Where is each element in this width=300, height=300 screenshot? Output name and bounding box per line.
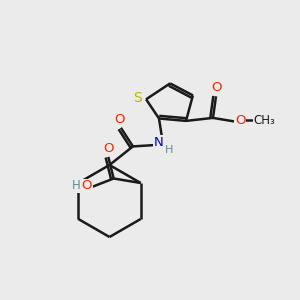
- Text: O: O: [81, 179, 92, 192]
- Text: O: O: [103, 142, 113, 155]
- Text: H: H: [165, 145, 174, 155]
- Text: O: O: [235, 114, 245, 127]
- Text: H: H: [72, 179, 81, 192]
- Text: O: O: [114, 113, 125, 126]
- Text: N: N: [154, 136, 164, 149]
- Text: CH₃: CH₃: [254, 114, 275, 127]
- Text: O: O: [211, 81, 222, 94]
- Text: S: S: [133, 91, 142, 105]
